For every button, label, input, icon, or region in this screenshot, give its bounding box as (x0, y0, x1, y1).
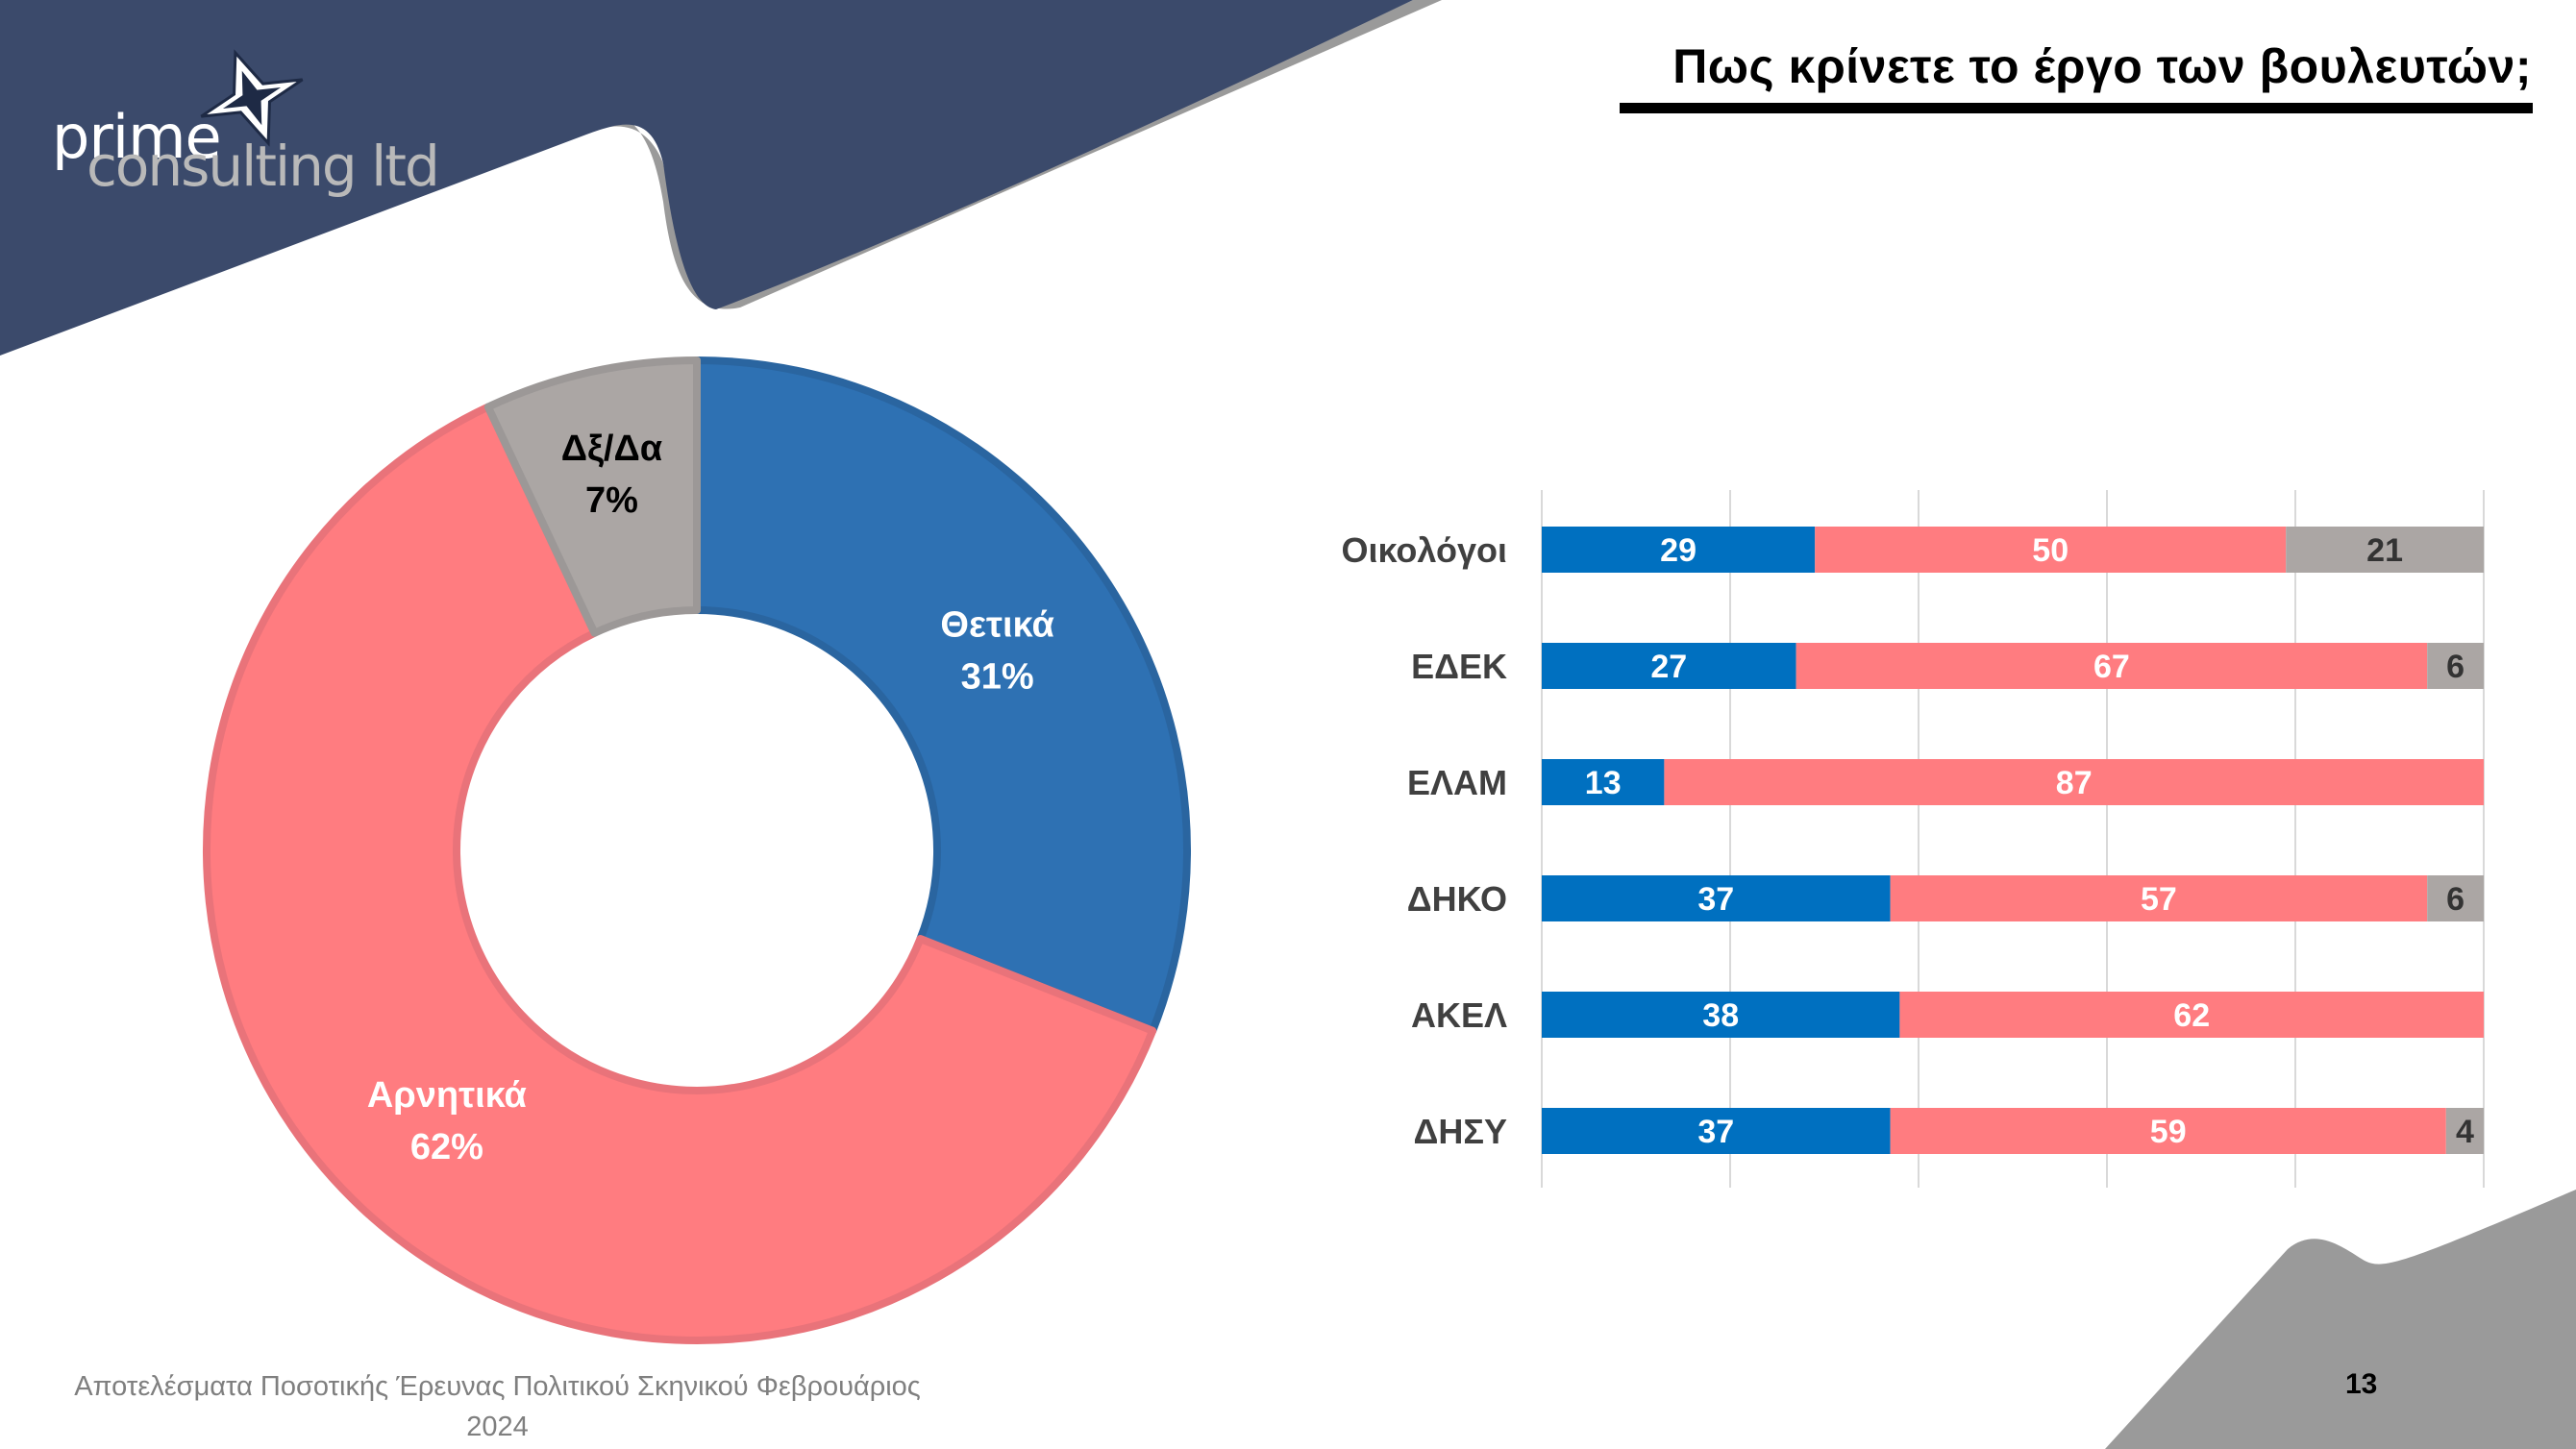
company-logo: prime consulting ltd (48, 38, 440, 211)
bar-value-label: 67 (2093, 649, 2130, 685)
donut-value-label: 62% (410, 1127, 483, 1167)
bar-segment (1890, 875, 2428, 921)
bar-segment (1542, 875, 1891, 921)
donut-value-label: 31% (961, 657, 1034, 698)
donut-category-label: Αρνητικά (367, 1075, 527, 1116)
bar-segment (1542, 527, 1816, 573)
bar-value-label: 29 (1660, 532, 1697, 569)
donut-slice (203, 403, 1157, 1344)
four-point-star-icon (200, 49, 304, 147)
donut-slice (693, 356, 1191, 1035)
bar-category-label: Οικολόγοι (1342, 530, 1507, 570)
bar-segment (2286, 527, 2484, 573)
donut-value-label: 7% (585, 480, 638, 521)
bar-value-label: 27 (1650, 649, 1687, 685)
source-line-1: Αποτελέσματα Ποσοτικής Έρευνας Πολιτικού… (74, 1371, 921, 1402)
bar-segment (1815, 527, 2287, 573)
bar-category-label: ΕΔΕΚ (1411, 647, 1507, 686)
donut-chart: Θετικά 31% Αρνητικά 62% Δξ/Δα 7% (203, 356, 1191, 1344)
title-area: Πως κρίνετε το έργο των βουλευτών; (1672, 38, 2532, 94)
logo-text-prime: prime (52, 102, 222, 172)
bar-segment (1890, 1108, 2446, 1154)
bar-value-label: 13 (1585, 765, 1622, 801)
bar-segment (2445, 1108, 2484, 1154)
bar-value-label: 4 (2456, 1114, 2474, 1150)
bar-segment (1899, 992, 2484, 1038)
bar-segment (1664, 759, 2484, 805)
donut-category-label: Θετικά (940, 605, 1053, 646)
page-number: 13 (2345, 1368, 2378, 1400)
navy-header-shape (0, 0, 1413, 356)
stacked-bar-chart: Οικολόγοι 29 50 21 ΕΔΕΚ 27 67 6 ΕΛΑΜ 13 87 ΔΗΚΟ 37 57… (1342, 490, 2485, 1188)
donut-slice (483, 356, 701, 637)
bar-value-label: 37 (1697, 1114, 1734, 1150)
grey-corner-shape (2105, 1190, 2576, 1449)
page-title: Πως κρίνετε το έργο των βουλευτών; (1672, 39, 2532, 93)
title-underline (1620, 103, 2533, 113)
logo-text-consulting: consulting ltd (87, 134, 440, 199)
bar-segment (1796, 643, 2428, 689)
bar-segment (2427, 875, 2484, 921)
bar-value-label: 38 (1702, 997, 1739, 1034)
donut-category-label: Δξ/Δα (561, 429, 662, 469)
bar-segment (1542, 643, 1796, 689)
bar-value-label: 62 (2173, 997, 2210, 1034)
bar-value-label: 50 (2032, 532, 2068, 569)
bar-category-label: ΑΚΕΛ (1411, 995, 1507, 1035)
bar-value-label: 87 (2056, 765, 2093, 801)
bar-value-label: 59 (2150, 1114, 2187, 1150)
source-line-2: 2024 (466, 1412, 529, 1442)
bar-category-label: ΔΗΣΥ (1414, 1112, 1508, 1151)
bar-segment (1542, 992, 1900, 1038)
bar-segment (1542, 759, 1665, 805)
source-footnote: Αποτελέσματα Ποσοτικής Έρευνας Πολιτικού… (29, 1366, 966, 1447)
bar-category-label: ΔΗΚΟ (1407, 879, 1507, 919)
bar-value-label: 57 (2141, 881, 2177, 918)
bar-value-label: 37 (1697, 881, 1734, 918)
bar-segment (1542, 1108, 1891, 1154)
bar-value-label: 21 (2366, 532, 2403, 569)
bar-value-label: 6 (2446, 649, 2465, 685)
bar-value-label: 6 (2446, 881, 2465, 918)
bar-category-label: ΕΛΑΜ (1407, 763, 1507, 802)
bar-segment (2427, 643, 2484, 689)
